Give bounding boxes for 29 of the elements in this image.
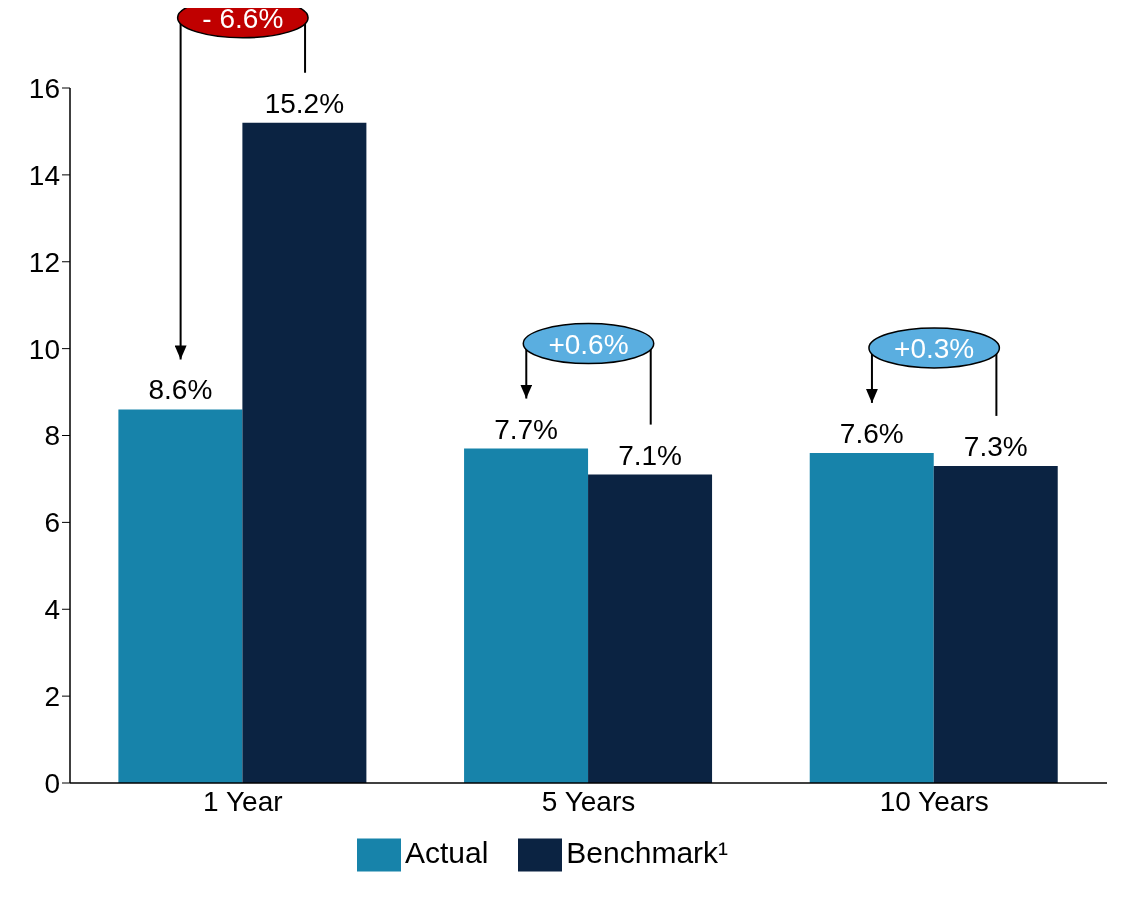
bar xyxy=(242,122,367,783)
x-tick-label: 1 Year xyxy=(203,785,283,817)
text: - 6.6% xyxy=(202,2,284,34)
bar xyxy=(933,465,1058,783)
y-tick-label: 12 xyxy=(28,246,60,278)
y-tick-label: 8 xyxy=(44,420,60,452)
data-label: 7.3% xyxy=(963,430,1028,462)
bar xyxy=(464,448,589,783)
bar xyxy=(809,452,934,783)
y-tick-label: 6 xyxy=(44,507,60,539)
data-label: 8.6% xyxy=(148,374,213,406)
data-label: 15.2% xyxy=(264,87,345,119)
y-tick-label: 4 xyxy=(44,594,60,626)
x-tick-label: 5 Years xyxy=(541,785,636,817)
legend-label: Actual xyxy=(404,835,489,869)
data-label: 7.6% xyxy=(839,417,904,449)
y-tick-label: 16 xyxy=(28,72,60,104)
annotation: +0.3% xyxy=(894,332,975,364)
bar xyxy=(118,409,243,783)
y-tick-label: 14 xyxy=(28,159,60,191)
y-tick-label: 10 xyxy=(28,333,60,365)
y-tick-label: 2 xyxy=(44,681,60,713)
x-tick-label: 10 Years xyxy=(879,785,989,817)
legend-label: Benchmark¹ xyxy=(566,835,729,869)
y-tick-label: 0 xyxy=(44,767,60,799)
annotation: +0.6% xyxy=(548,328,629,360)
data-label: 7.7% xyxy=(494,413,558,445)
data-label: 7.1% xyxy=(618,439,682,471)
bar xyxy=(588,474,713,783)
